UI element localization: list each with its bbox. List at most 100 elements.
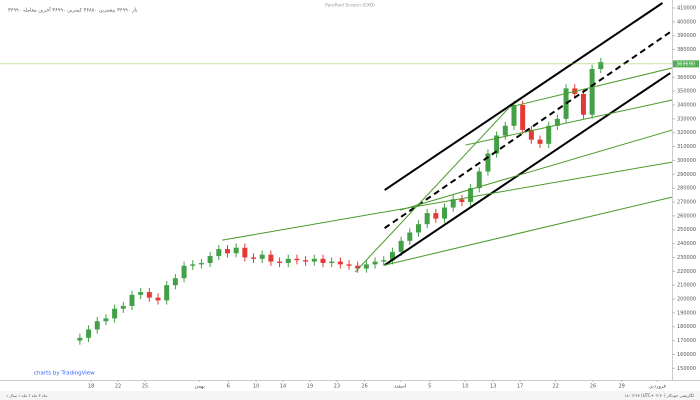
candle-body [494, 135, 500, 154]
y-tick-label: 300000 [677, 158, 696, 164]
y-tick-label: 390000 [677, 33, 696, 39]
candle-body [294, 258, 300, 261]
candle-body [520, 105, 526, 130]
candle-body [146, 292, 152, 298]
candle-body [285, 258, 291, 263]
candle-body [363, 264, 369, 269]
candle-body [103, 318, 109, 322]
x-tick-label: 23 [334, 384, 340, 390]
candle-body [389, 251, 395, 261]
candle-body [268, 254, 274, 262]
candle-body [424, 213, 430, 225]
y-tick-label: 360000 [677, 75, 696, 81]
x-tick-label: فروردین [649, 384, 667, 390]
y-tick-label: 170000 [677, 338, 696, 344]
status-info: ۱۸:۰۳:۴۷ (UTC+۰۳:۳۰) لگاریتمی خودکار [624, 393, 694, 398]
x-tick-label: 29 [618, 384, 624, 390]
y-tick-label: 280000 [677, 186, 696, 192]
y-tick-label: 290000 [677, 172, 696, 178]
y-tick-label: 350000 [677, 89, 696, 95]
y-tick-label: 310000 [677, 144, 696, 150]
candle-body [554, 118, 560, 126]
y-tick-label: 270000 [677, 200, 696, 206]
y-tick-label: 230000 [677, 255, 696, 261]
x-tick-label: 22 [115, 384, 121, 390]
y-tick-label: 180000 [677, 324, 696, 330]
y-tick-label: 210000 [677, 283, 696, 289]
x-tick-label: 17 [517, 384, 523, 390]
candle-body [598, 62, 604, 69]
candle-body [372, 261, 378, 265]
trend-line [384, 72, 671, 266]
candle-body [468, 188, 474, 203]
x-tick-label: اسفند [394, 384, 406, 390]
x-tick-label: 6 [227, 384, 230, 390]
candle-body [207, 256, 213, 263]
candle-body [502, 125, 508, 136]
x-tick-label: 18 [88, 384, 94, 390]
candle-body [415, 224, 421, 233]
x-tick-label: 13 [490, 384, 496, 390]
x-tick-label: 26 [361, 384, 367, 390]
candle-body [303, 260, 309, 262]
last-price-label: 369690 [676, 61, 695, 67]
candle-body [155, 297, 161, 301]
ohlc-header: ۳۶۹۹۰ باز ۳۶۹۹۰ بیشترین ۳۶۸۸۰ کمترین ۳۶۹… [8, 7, 137, 14]
candle-body [476, 171, 482, 189]
candle-body [94, 321, 100, 330]
candle-body [190, 264, 196, 266]
candle-body [129, 294, 135, 306]
candle-body [381, 260, 387, 262]
candle-body [311, 258, 317, 262]
status-bar [0, 391, 700, 400]
trend-line [384, 2, 664, 191]
y-tick-label: 380000 [677, 47, 696, 53]
trend-line [222, 161, 673, 241]
x-tick-label: 25 [142, 384, 148, 390]
candle-body [450, 199, 456, 208]
candle-body [138, 292, 144, 295]
y-tick-label: 220000 [677, 269, 696, 275]
y-tick-label: 400000 [677, 19, 696, 25]
candle-body [77, 337, 83, 341]
y-tick-label: 150000 [677, 366, 696, 372]
candle-body [181, 265, 187, 279]
candle-body [320, 258, 326, 263]
credit-link[interactable]: charts by TradingView [34, 371, 95, 377]
candle-body [433, 213, 439, 219]
candle-body [511, 105, 517, 126]
y-tick-label: 340000 [677, 103, 696, 109]
candle-body [589, 68, 595, 115]
x-tick-label: 10 [253, 384, 259, 390]
candle-body [329, 261, 335, 263]
candle-body [112, 308, 118, 319]
trend-line [354, 106, 511, 273]
trend-line [384, 31, 671, 229]
x-tick-label: 5 [428, 384, 431, 390]
candle-body [277, 261, 283, 263]
candle-body [337, 261, 343, 265]
candle-body [120, 305, 126, 309]
y-tick-label: 330000 [677, 116, 696, 122]
y-tick-label: 250000 [677, 227, 696, 233]
x-tick-label: بهمن [194, 384, 204, 390]
x-tick-label: 14 [280, 384, 286, 390]
trend-line [384, 196, 673, 266]
candle-body [172, 278, 178, 286]
trend-line [509, 67, 673, 108]
y-tick-label: 320000 [677, 130, 696, 136]
y-tick-label: 160000 [677, 352, 696, 358]
x-tick-label: 19 [307, 384, 313, 390]
candle-body [259, 254, 265, 259]
y-tick-label: 200000 [677, 297, 696, 303]
candle-body [251, 257, 257, 259]
candle-body [398, 240, 404, 252]
x-tick-label: 26 [590, 384, 596, 390]
range-buttons[interactable]: ۱ ماه ۳ ماه ۶ ماه ۱ سال [6, 393, 47, 398]
trend-line [400, 129, 673, 211]
candle-body [86, 329, 92, 338]
candle-body [459, 199, 465, 203]
trend-line [465, 99, 673, 146]
